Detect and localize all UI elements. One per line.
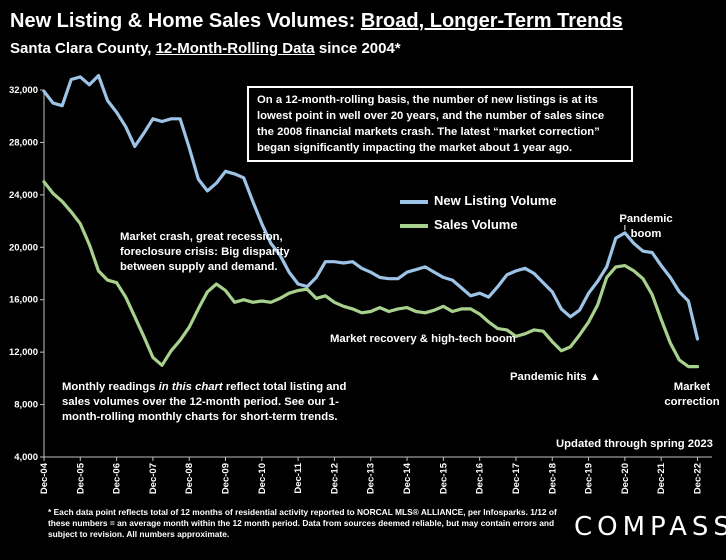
x-tick-label: Dec-18 [547,463,558,494]
legend-swatch-sales [400,223,428,228]
compass-logo: COMPASS [574,512,726,542]
legend-item-sales: Sales Volume [400,217,518,232]
x-tick-label: Dec-10 [257,463,268,494]
legend-swatch-new-listing [400,199,428,204]
x-tick-label: Dec-06 [112,463,123,494]
annotation-recovery: Market recovery & high-tech boom [330,333,516,345]
x-tick-label: Dec-05 [75,462,86,494]
x-tick-label: Dec-11 [293,462,304,493]
x-tick-label: Dec-09 [221,463,232,494]
y-tick-label: 12,000 [9,347,38,358]
x-tick-label: Dec-22 [692,463,703,494]
annotation-market-correction: Market correction [664,381,720,408]
x-tick-label: Dec-19 [584,463,595,494]
sales-volume-line [42,180,700,369]
footnote: * Each data point reflects total of 12 m… [48,507,557,539]
x-tick-label: Dec-04 [39,462,50,494]
x-tick-label: Dec-14 [402,462,413,494]
y-tick-label: 24,000 [9,190,38,201]
y-tick-label: 16,000 [9,295,38,306]
legend-item-new-listing: New Listing Volume [400,193,557,208]
x-tick-label: Dec-07 [148,463,159,494]
x-tick-label: Dec-16 [475,463,486,494]
annotation-pandemic-boom: Pandemic boom [619,213,673,240]
annotation-updated: Updated through spring 2023 [556,438,713,450]
x-tick-label: Dec-08 [184,463,195,494]
x-tick-label: Dec-15 [438,462,449,494]
chart-subtitle: Santa Clara County, 12-Month-Rolling Dat… [10,40,401,57]
annotation-monthly-readings: Monthly readings in this chart reflect t… [62,381,347,423]
x-tick-label: Dec-17 [511,463,522,494]
x-tick-label: Dec-13 [366,463,377,494]
y-tick-label: 8,000 [14,400,38,411]
y-tick-label: 32,000 [9,85,38,96]
y-tick-label: 20,000 [9,242,38,253]
x-tick-label: Dec-21 [656,462,667,494]
y-tick-label: 28,000 [9,137,38,148]
legend-label-sales: Sales Volume [434,217,518,232]
chart-title: New Listing & Home Sales Volumes: Broad,… [10,10,623,32]
x-tick-label: Dec-20 [620,463,631,494]
new-listing-volume-line [42,74,700,341]
annotation-crash: Market crash, great recession, foreclosu… [120,231,290,273]
annotation-pandemic-hits: Pandemic hits ▲ [510,371,601,383]
legend-label-new-listing: New Listing Volume [434,193,557,208]
y-tick-label: 4,000 [14,452,38,463]
key-insight-box: On a 12-month-rolling basis, the number … [247,86,633,162]
x-tick-label: Dec-12 [329,463,340,494]
